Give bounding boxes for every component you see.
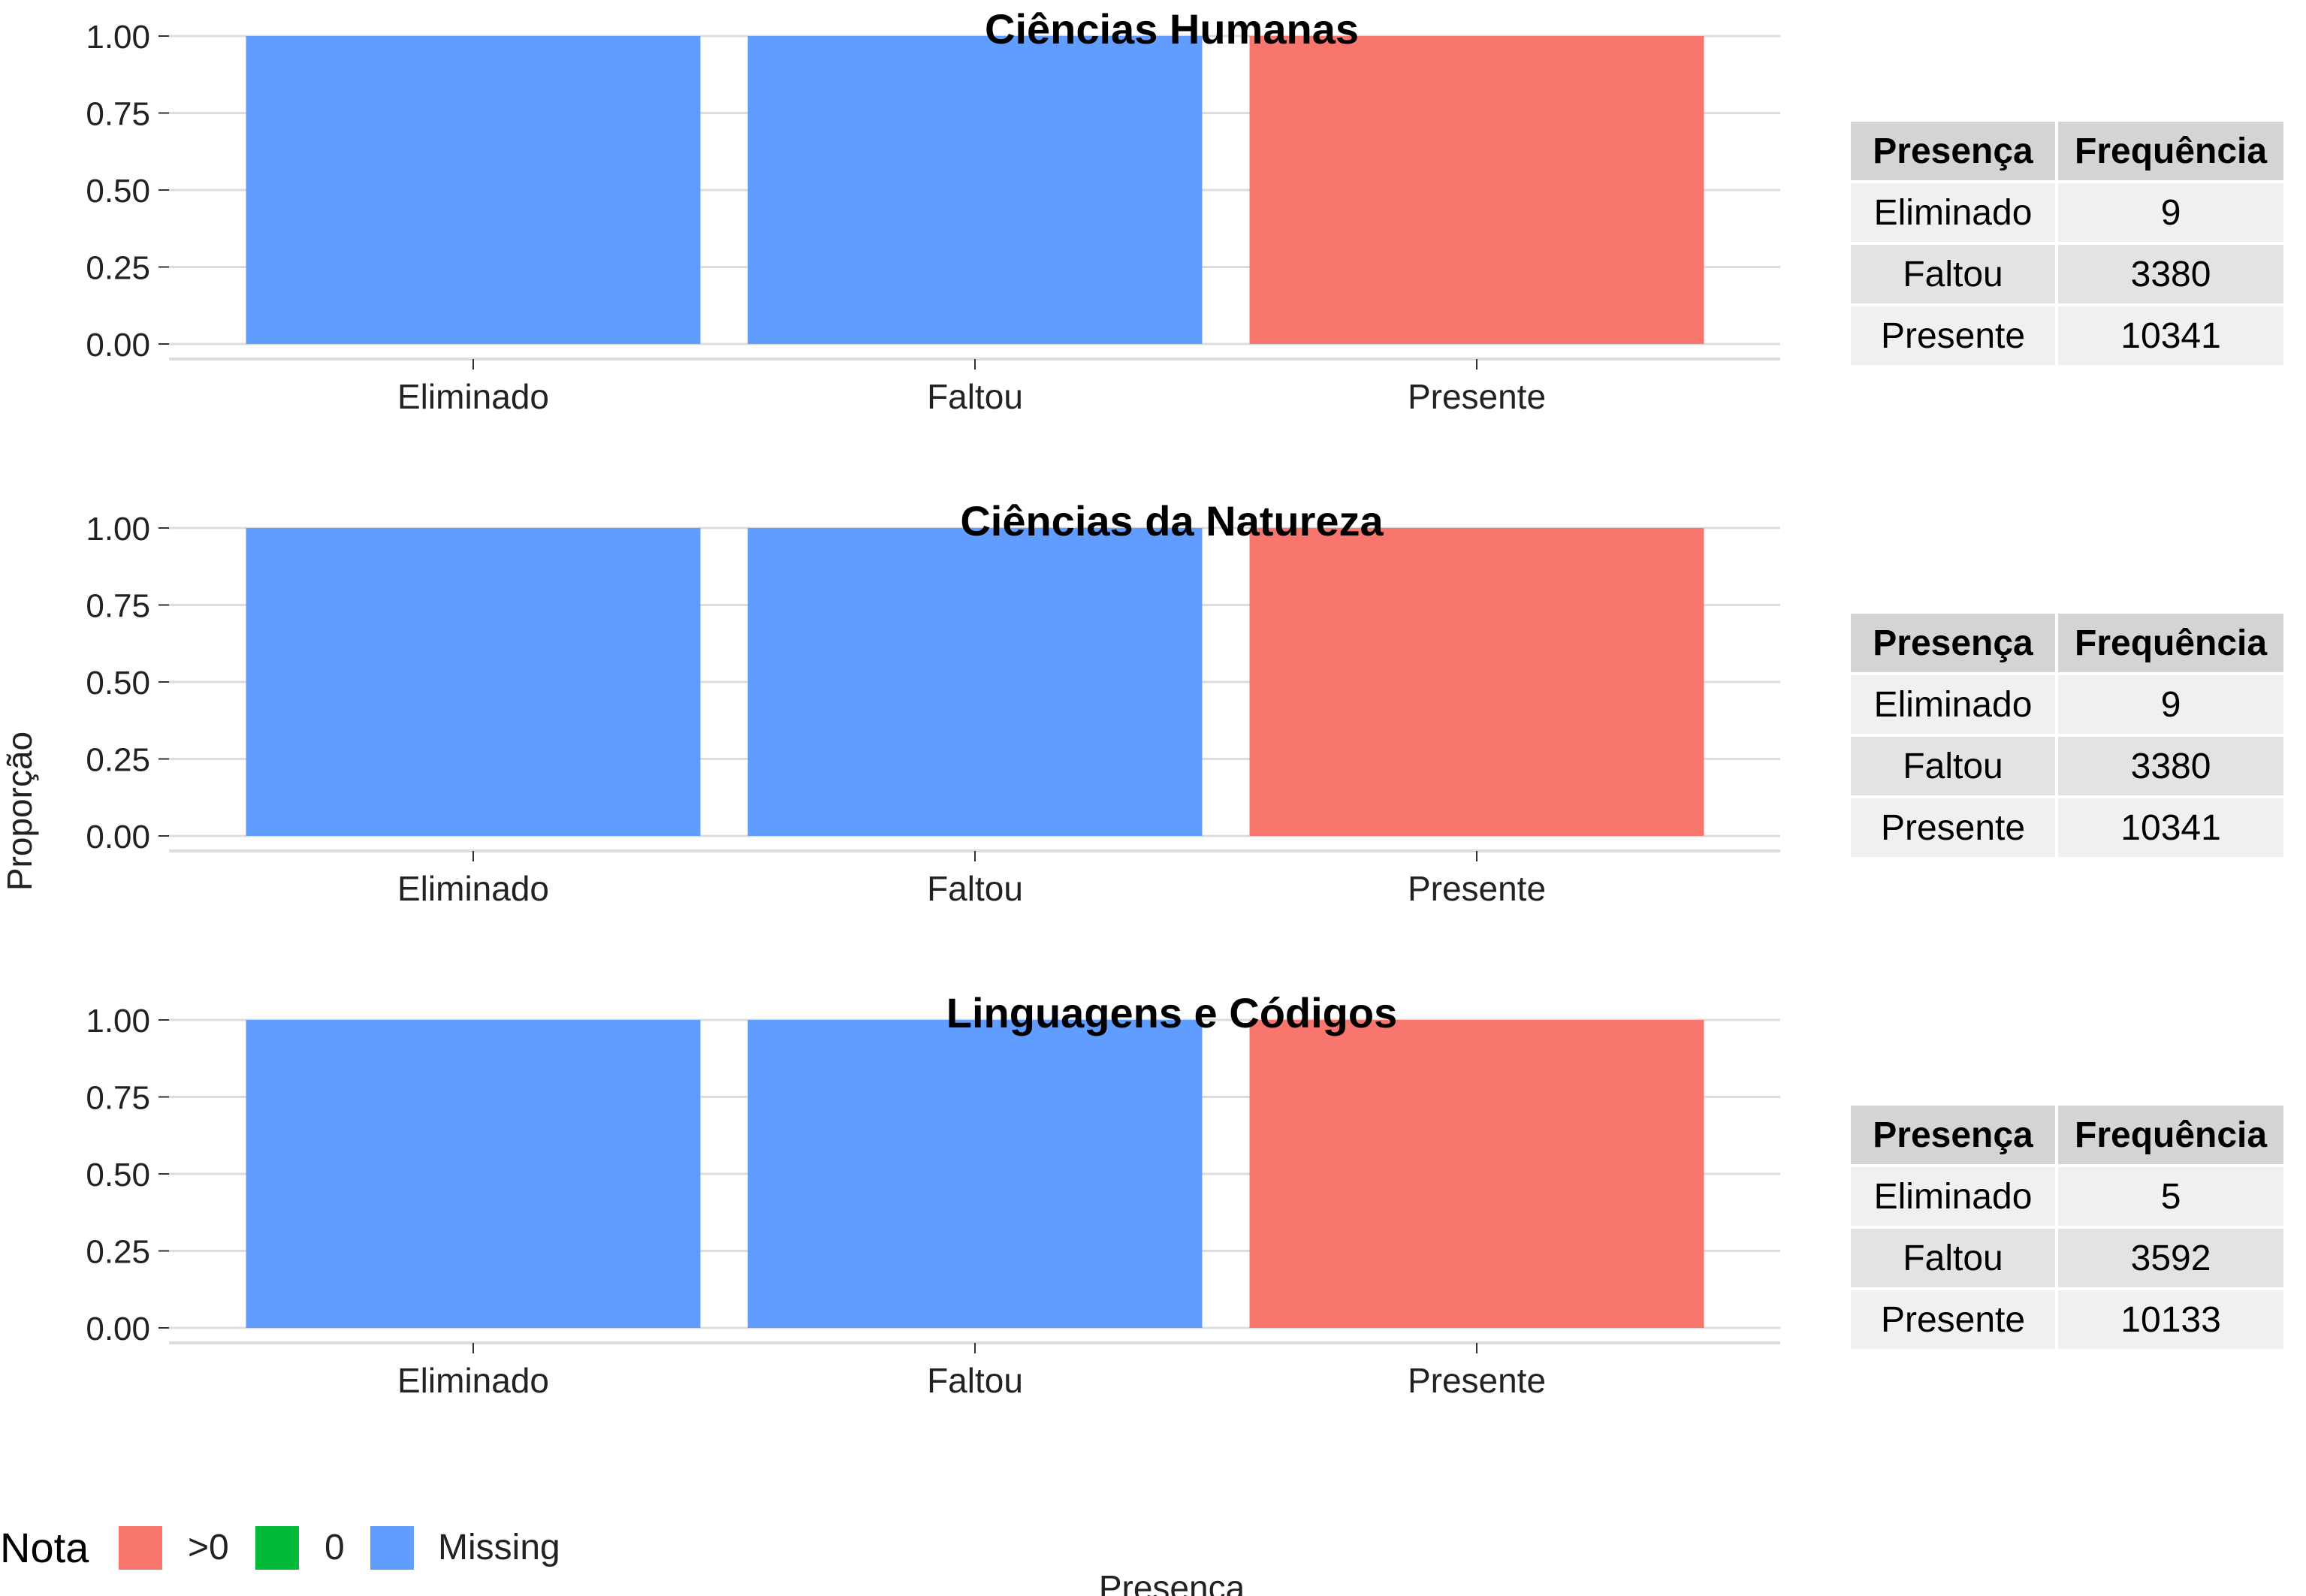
y-tick-label: 1.00 <box>86 511 150 548</box>
frequency-table: Presença Frequência Eliminado 9 Faltou 3380 Pr… <box>1848 611 2286 860</box>
y-tick-label: 1.00 <box>86 19 150 56</box>
table-row: Eliminado 5 <box>1851 1167 2284 1226</box>
cell-frequencia: 10341 <box>2058 306 2284 365</box>
bar-faltou-missing <box>747 1020 1203 1328</box>
cell-presenca: Faltou <box>1851 737 2055 795</box>
header-presenca: Presença <box>1851 122 2055 180</box>
y-tick-label: 0.50 <box>86 1157 150 1193</box>
x-tick-label: Presente <box>1408 1361 1546 1400</box>
table-header-row: Presença Frequência <box>1851 1106 2284 1164</box>
legend-swatch <box>255 1526 299 1570</box>
bar-presente-positive <box>1249 528 1704 836</box>
bar-faltou-missing <box>747 36 1203 344</box>
cell-frequencia: 9 <box>2058 675 2284 734</box>
y-tick-label: 0.75 <box>86 1080 150 1117</box>
y-tick-label: 0.00 <box>86 327 150 364</box>
bar-presente-positive <box>1249 1020 1704 1328</box>
header-frequencia: Frequência <box>2058 122 2284 180</box>
cell-frequencia: 3380 <box>2058 737 2284 795</box>
y-tick-label: 0.25 <box>86 250 150 287</box>
frequency-table: Presença Frequência Eliminado 5 Faltou 3592 Pr… <box>1848 1103 2286 1352</box>
y-tick-label: 0.25 <box>86 742 150 779</box>
x-tick-label: Faltou <box>927 377 1023 416</box>
table-row: Faltou 3380 <box>1851 737 2284 795</box>
x-axis-label: Presença <box>1099 1568 1245 1596</box>
bar-eliminado-missing <box>246 1020 701 1328</box>
table-row: Presente 10341 <box>1851 798 2284 857</box>
table-header-row: Presença Frequência <box>1851 614 2284 672</box>
cell-frequencia: 9 <box>2058 183 2284 242</box>
panel-title: Ciências da Natureza <box>960 497 1384 545</box>
x-tick-label: Eliminado <box>397 377 549 416</box>
cell-presenca: Presente <box>1851 798 2055 857</box>
y-tick-label: 0.25 <box>86 1234 150 1271</box>
x-tick-label: Presente <box>1408 869 1546 908</box>
x-tick-label: Faltou <box>927 869 1023 908</box>
x-tick-label: Eliminado <box>397 869 549 908</box>
cell-presenca: Faltou <box>1851 1229 2055 1287</box>
table-row: Eliminado 9 <box>1851 675 2284 734</box>
x-tick-label: Faltou <box>927 1361 1023 1400</box>
x-tick-label: Presente <box>1408 377 1546 416</box>
table-row: Presente 10341 <box>1851 306 2284 365</box>
cell-frequencia: 10133 <box>2058 1290 2284 1349</box>
cell-frequencia: 3592 <box>2058 1229 2284 1287</box>
legend-title: Nota <box>0 1524 89 1571</box>
y-tick-label: 0.50 <box>86 173 150 210</box>
legend-label: >0 <box>188 1528 229 1567</box>
table-row: Faltou 3380 <box>1851 245 2284 303</box>
cell-presenca: Presente <box>1851 1290 2055 1349</box>
cell-frequencia: 10341 <box>2058 798 2284 857</box>
y-axis-label: Proporção <box>0 732 39 891</box>
y-tick-label: 0.75 <box>86 96 150 133</box>
cell-frequencia: 3380 <box>2058 245 2284 303</box>
legend-swatch <box>119 1526 162 1570</box>
panel-title: Ciências Humanas <box>985 5 1359 53</box>
y-tick-label: 0.00 <box>86 1311 150 1347</box>
bar-faltou-missing <box>747 528 1203 836</box>
bar-eliminado-missing <box>246 36 701 344</box>
header-frequencia: Frequência <box>2058 1106 2284 1164</box>
cell-presenca: Eliminado <box>1851 183 2055 242</box>
y-tick-label: 0.50 <box>86 665 150 701</box>
header-presenca: Presença <box>1851 1106 2055 1164</box>
panel-title: Linguagens e Códigos <box>946 989 1397 1036</box>
header-presenca: Presença <box>1851 614 2055 672</box>
y-tick-label: 1.00 <box>86 1003 150 1039</box>
bar-presente-positive <box>1249 36 1704 344</box>
cell-presenca: Faltou <box>1851 245 2055 303</box>
cell-frequencia: 5 <box>2058 1167 2284 1226</box>
cell-presenca: Presente <box>1851 306 2055 365</box>
table-header-row: Presença Frequência <box>1851 122 2284 180</box>
table-row: Eliminado 9 <box>1851 183 2284 242</box>
y-tick-label: 0.00 <box>86 819 150 855</box>
legend-swatch <box>370 1526 414 1570</box>
bar-eliminado-missing <box>246 528 701 836</box>
header-frequencia: Frequência <box>2058 614 2284 672</box>
table-row: Faltou 3592 <box>1851 1229 2284 1287</box>
frequency-table: Presença Frequência Eliminado 9 Faltou 3380 Pr… <box>1848 119 2286 368</box>
y-tick-label: 0.75 <box>86 588 150 625</box>
legend-label: 0 <box>324 1528 345 1567</box>
cell-presenca: Eliminado <box>1851 675 2055 734</box>
x-tick-label: Eliminado <box>397 1361 549 1400</box>
legend-label: Missing <box>438 1528 560 1567</box>
table-row: Presente 10133 <box>1851 1290 2284 1349</box>
cell-presenca: Eliminado <box>1851 1167 2055 1226</box>
